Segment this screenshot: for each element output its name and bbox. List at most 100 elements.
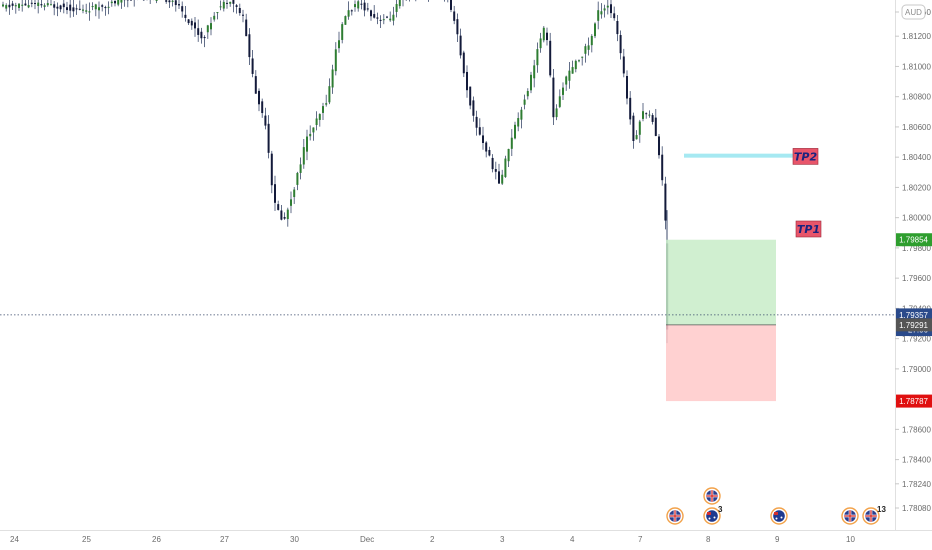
candle (21, 0, 24, 12)
candle-body (290, 199, 292, 206)
candle-body (395, 4, 398, 12)
candle-body (459, 35, 462, 56)
candle-body (475, 116, 478, 128)
candle-body (69, 4, 72, 11)
candle-body (107, 6, 110, 8)
candle-body (75, 8, 78, 10)
price-tick-label: 1.79200 (902, 335, 931, 344)
candle-body (610, 4, 612, 14)
flag-star (713, 516, 716, 519)
candle (549, 32, 552, 78)
candle (466, 65, 468, 98)
candle (626, 70, 628, 105)
candle (248, 28, 251, 66)
event-badge[interactable] (666, 507, 684, 525)
candle (120, 0, 123, 9)
time-axis[interactable]: 24 25 26 27 30 Dec 2 3 4 7 8 9 10 (10, 535, 855, 544)
candle (338, 31, 340, 53)
candle (622, 48, 625, 78)
candle-body (466, 71, 468, 91)
candle-body (363, 2, 366, 11)
candle (594, 22, 596, 39)
candle (578, 59, 580, 63)
candle-body (597, 10, 600, 21)
candle (88, 2, 91, 21)
candle-body (654, 117, 657, 136)
candle (590, 34, 593, 53)
event-badges-layer[interactable]: 3 13 (666, 487, 886, 525)
candle (8, 0, 11, 15)
candle (389, 11, 392, 22)
candle (494, 161, 497, 180)
candle-body (258, 90, 260, 105)
candle (50, 0, 52, 6)
candle (165, 0, 168, 4)
candle-body (235, 5, 238, 7)
candle-body (347, 10, 350, 17)
time-tick-label: 3 (500, 535, 505, 544)
candle (501, 169, 504, 186)
candle (587, 37, 590, 56)
price-tick-label: 1.80600 (902, 123, 931, 132)
candle (395, 0, 398, 18)
candle (5, 3, 8, 12)
candle-body (565, 76, 568, 85)
candle-body (485, 142, 488, 152)
price-tick-label: 1.80800 (902, 93, 931, 102)
candle (536, 42, 539, 73)
event-badge[interactable] (703, 487, 721, 505)
candle-body (168, 0, 171, 3)
candle-body (638, 121, 641, 135)
candle-body (619, 35, 622, 54)
candle (2, 1, 4, 8)
candle (539, 32, 542, 53)
candle (200, 27, 203, 44)
candle-body (165, 0, 168, 2)
price-tick-label: 1.78600 (902, 425, 931, 434)
candle-body (98, 7, 100, 11)
candle (290, 191, 292, 214)
candle (341, 22, 344, 44)
candle-body (661, 154, 664, 181)
candle (520, 106, 523, 129)
candle-body (2, 4, 4, 7)
candle (85, 3, 88, 15)
candle-body (504, 158, 507, 178)
candle-body (59, 5, 62, 10)
price-tag-box (896, 308, 932, 322)
au-flag-icon (706, 510, 718, 522)
candle-body (562, 87, 564, 95)
candle-body (491, 157, 494, 170)
candle-body (642, 111, 644, 119)
candle-body (274, 184, 276, 203)
candle (357, 0, 360, 12)
candle (261, 98, 264, 118)
time-tick-label: 30 (290, 535, 299, 544)
candle (174, 0, 177, 12)
candle (354, 0, 356, 12)
event-badge[interactable] (770, 507, 788, 525)
event-badge[interactable] (841, 507, 859, 525)
annotation-box (795, 220, 822, 238)
candle (110, 0, 113, 7)
candle-body (523, 99, 526, 105)
event-badge[interactable]: 13 (862, 505, 886, 525)
candle (229, 1, 232, 7)
candle-body (456, 19, 459, 35)
candle (386, 15, 388, 19)
candle (638, 119, 641, 143)
flag-base (773, 510, 785, 522)
candle-body (494, 169, 497, 172)
candle-body (187, 19, 190, 24)
flag-star (780, 516, 783, 519)
candle (98, 1, 100, 19)
candle-body (53, 4, 56, 8)
event-badge[interactable]: 3 (703, 505, 723, 525)
price-tick-label: 1.78400 (902, 456, 931, 465)
currency-unit-box[interactable]: AUD (901, 4, 926, 20)
candle (645, 112, 648, 119)
candle (453, 5, 456, 25)
time-tick-label: 26 (152, 535, 161, 544)
candle-body (360, 3, 363, 5)
